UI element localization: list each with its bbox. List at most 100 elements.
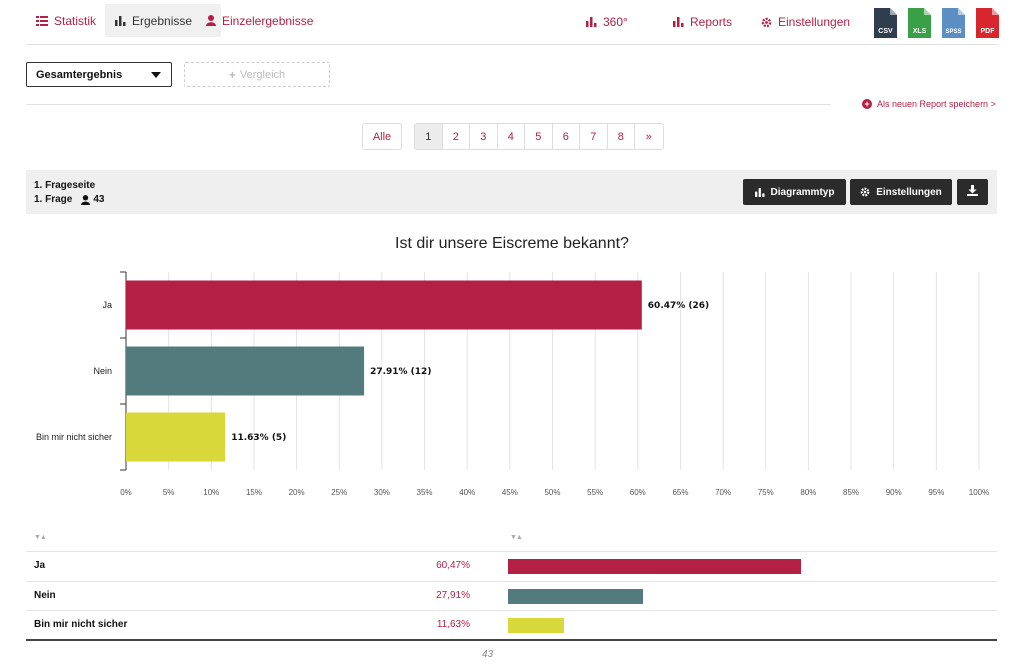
- tab-ergebnisse[interactable]: Ergebnisse: [105, 4, 221, 37]
- page-label: 1. Frageseite: [34, 180, 96, 191]
- sort-icon[interactable]: ▼▲: [34, 534, 47, 541]
- page-6-button[interactable]: 6: [553, 124, 580, 149]
- file-pdf-icon: PDF: [976, 8, 999, 38]
- row-percent: 27,91%: [436, 590, 470, 601]
- file-csv-icon: CSV: [874, 8, 897, 38]
- respondent-count: 43: [93, 194, 105, 205]
- download-icon: [967, 185, 978, 199]
- user-icon: [206, 15, 216, 26]
- tab-einzelergebnisse-label: Einzelergebnisse: [222, 13, 314, 28]
- link-360-label: 360°: [603, 15, 628, 29]
- file-type-label: CSV: [878, 28, 893, 35]
- question-info: 1. Frage 43: [34, 194, 104, 205]
- x-tick-label: 60%: [630, 488, 646, 497]
- question-settings-label: Einstellungen: [876, 186, 942, 198]
- tab-statistik[interactable]: Statistik: [26, 4, 106, 37]
- page-2-button[interactable]: 2: [443, 124, 470, 149]
- top-navigation: Statistik Ergebnisse Einzelergebnisse 36…: [26, 0, 999, 45]
- list-icon: [36, 15, 48, 26]
- row-label: Ja: [34, 560, 46, 571]
- divider: [26, 104, 831, 105]
- x-tick-label: 75%: [758, 488, 774, 497]
- row-percent: 11,63%: [436, 619, 470, 630]
- plus-icon: +: [228, 67, 236, 82]
- question-label: 1. Frage: [34, 194, 73, 205]
- bar: [126, 280, 642, 330]
- row-percent: 60,47%: [436, 560, 470, 571]
- x-tick-label: 40%: [459, 488, 475, 497]
- x-tick-label: 15%: [246, 488, 262, 497]
- result-select[interactable]: Gesamtergebnis: [26, 62, 172, 87]
- export-csv-button[interactable]: CSV: [874, 8, 897, 38]
- total-count: 43: [482, 649, 494, 660]
- data-label: 27.91% (12): [370, 367, 431, 377]
- question-header: 1. Frageseite 1. Frage 43 Diagrammtyp Ei…: [26, 170, 997, 214]
- page-5-button[interactable]: 5: [525, 124, 553, 149]
- export-pdf-button[interactable]: PDF: [976, 8, 999, 38]
- bar-chart-icon: [754, 187, 765, 197]
- page-all-label: Alle: [372, 130, 392, 143]
- bar-chart-icon: [673, 17, 684, 27]
- x-tick-label: 10%: [203, 488, 219, 497]
- x-tick-label: 70%: [715, 488, 731, 497]
- tab-ergebnisse-label: Ergebnisse: [132, 13, 193, 28]
- sort-icon[interactable]: ▼▲: [510, 534, 523, 541]
- page-4-button[interactable]: 4: [498, 124, 525, 149]
- x-tick-label: 20%: [289, 488, 305, 497]
- file-type-label: XLS: [913, 28, 927, 35]
- link-reports-label: Reports: [690, 15, 733, 29]
- tab-statistik-label: Statistik: [54, 13, 97, 28]
- question-settings-button[interactable]: Einstellungen: [850, 179, 952, 205]
- link-einstellungen[interactable]: Einstellungen: [761, 15, 850, 29]
- x-tick-label: 5%: [163, 488, 175, 497]
- pagination: 1 2 3 4 5 6 7 8 »: [414, 123, 664, 150]
- file-type-label: PDF: [981, 28, 996, 35]
- x-tick-label: 100%: [969, 488, 989, 497]
- export-xls-button[interactable]: XLS: [908, 8, 931, 38]
- category-label: Bin mir nicht sicher: [36, 432, 112, 442]
- x-tick-label: 80%: [800, 488, 816, 497]
- x-tick-label: 85%: [843, 488, 859, 497]
- x-tick-label: 90%: [886, 488, 902, 497]
- compare-button[interactable]: + Vergleich: [184, 62, 330, 87]
- bar-chart: 0% 5% 10% 15% 20% 25% 30% 35% 40% 45% 50% 55% 60% 65%…: [36, 271, 989, 497]
- data-label: 60.47% (26): [648, 301, 709, 311]
- x-tick-label: 45%: [502, 488, 518, 497]
- user-icon: [81, 194, 91, 205]
- page-all-button[interactable]: Alle: [362, 123, 402, 150]
- download-button[interactable]: [957, 179, 988, 205]
- save-report-link[interactable]: + Als neuen Report speichern >: [862, 99, 996, 109]
- x-tick-label: 0%: [120, 488, 132, 497]
- compare-label: Vergleich: [239, 68, 286, 81]
- x-tick-label: 30%: [374, 488, 390, 497]
- page-7-button[interactable]: 7: [580, 124, 608, 149]
- page-1-button[interactable]: 1: [415, 124, 443, 149]
- page-3-button[interactable]: 3: [470, 124, 498, 149]
- gear-icon: [860, 187, 870, 197]
- bar-chart-icon: [586, 17, 597, 27]
- file-spss-icon: SPSS: [942, 8, 965, 38]
- x-tick-label: 25%: [331, 488, 347, 497]
- link-360[interactable]: 360°: [586, 15, 628, 29]
- link-reports[interactable]: Reports: [673, 15, 732, 29]
- caret-down-icon: [151, 72, 161, 78]
- link-einstellungen-label: Einstellungen: [778, 15, 851, 29]
- save-report-label: Als neuen Report speichern >: [877, 99, 996, 109]
- category-label: Ja: [102, 300, 112, 310]
- x-tick-label: 35%: [417, 488, 433, 497]
- page-8-button[interactable]: 8: [608, 124, 635, 149]
- chart-type-button[interactable]: Diagrammtyp: [743, 179, 846, 205]
- page-next-button[interactable]: »: [645, 130, 652, 143]
- bar: [126, 346, 365, 396]
- file-xls-icon: XLS: [908, 8, 931, 38]
- tab-einzelergebnisse[interactable]: Einzelergebnisse: [196, 4, 323, 37]
- export-spss-button[interactable]: SPSS: [942, 8, 965, 38]
- plus-circle-icon: +: [862, 99, 872, 109]
- chart-title: Ist dir unsere Eiscreme bekannt?: [395, 235, 629, 252]
- row-label: Bin mir nicht sicher: [34, 619, 128, 630]
- x-tick-label: 50%: [544, 488, 560, 497]
- row-bar: [508, 618, 565, 633]
